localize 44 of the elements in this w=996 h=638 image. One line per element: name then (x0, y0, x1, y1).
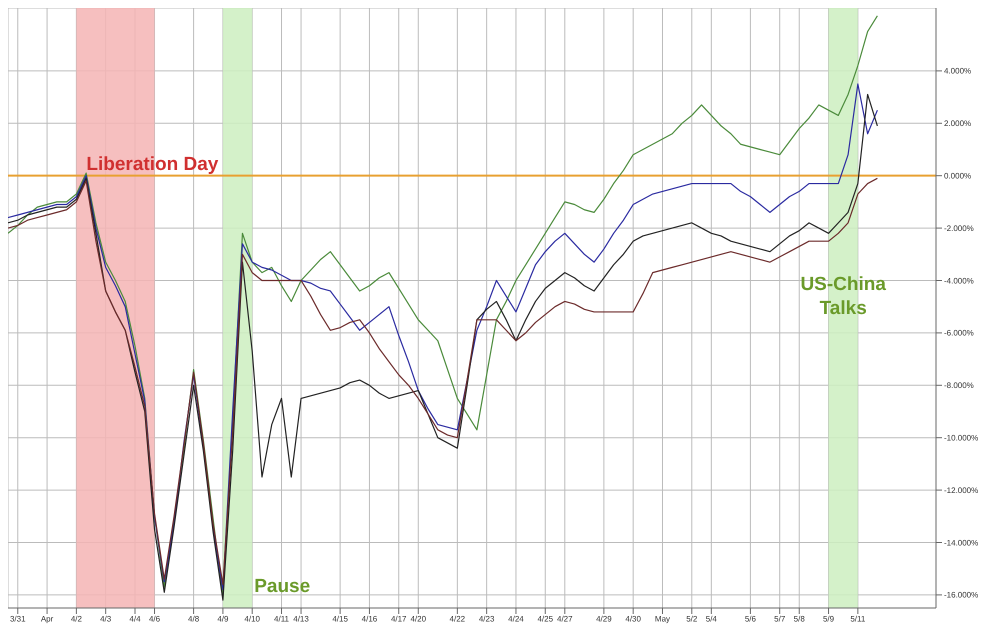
x-tick-label: 4/15 (332, 614, 348, 624)
x-tick-label: 5/9 (822, 614, 835, 624)
x-tick-label: 4/16 (362, 614, 378, 624)
x-tick-label: 3/31 (10, 614, 26, 624)
x-tick-label: 4/9 (217, 614, 230, 624)
x-tick-label: 5/2 (686, 614, 698, 624)
x-tick-label: 4/4 (129, 614, 142, 624)
x-tick-label: 4/6 (148, 614, 161, 624)
x-tick-label: 4/10 (244, 614, 261, 624)
y-tick-label: -2.000% (944, 224, 974, 233)
y-tick-label: -6.000% (944, 328, 974, 338)
x-tick-label: 4/23 (478, 614, 495, 624)
x-tick-label: 5/11 (850, 614, 866, 624)
x-tick-label: 4/20 (410, 614, 427, 624)
y-tick-label: -10.000% (944, 434, 978, 443)
x-tick-label: 4/25 (537, 614, 554, 624)
x-tick-label: 5/8 (794, 614, 806, 624)
y-tick-label: -16.000% (944, 590, 978, 600)
x-tick-label: Apr (40, 614, 54, 624)
y-tick-label: 0.000% (944, 172, 972, 181)
y-tick-label: -4.000% (944, 276, 974, 286)
x-tick-label: 4/2 (70, 614, 82, 624)
x-tick-label: 4/27 (557, 614, 574, 624)
y-tick-label: 2.000% (944, 119, 972, 128)
x-tick-label: 4/17 (390, 614, 408, 624)
x-tick-label: 4/11 (274, 614, 290, 624)
band-label: Liberation Day (86, 154, 219, 175)
x-tick-label: 4/24 (508, 614, 524, 624)
x-tick-label: 5/7 (774, 614, 786, 624)
x-tick-label: 4/13 (293, 614, 310, 624)
y-tick-label: -8.000% (944, 381, 974, 390)
x-tick-label: 4/29 (596, 614, 612, 624)
x-tick-label: 4/30 (625, 614, 642, 624)
x-tick-label: May (654, 614, 670, 624)
x-tick-label: 5/4 (706, 614, 718, 624)
y-tick-label: 4.000% (944, 66, 972, 76)
y-tick-label: -12.000% (944, 486, 978, 495)
band-label: US-China Talks (800, 274, 886, 319)
y-tick-label: -14.000% (944, 538, 978, 548)
x-tick-label: 5/6 (744, 614, 757, 624)
band-label: Pause (254, 576, 310, 597)
x-tick-label: 4/3 (100, 614, 112, 624)
x-tick-label: 4/8 (188, 614, 200, 624)
x-tick-label: 4/22 (450, 614, 466, 624)
